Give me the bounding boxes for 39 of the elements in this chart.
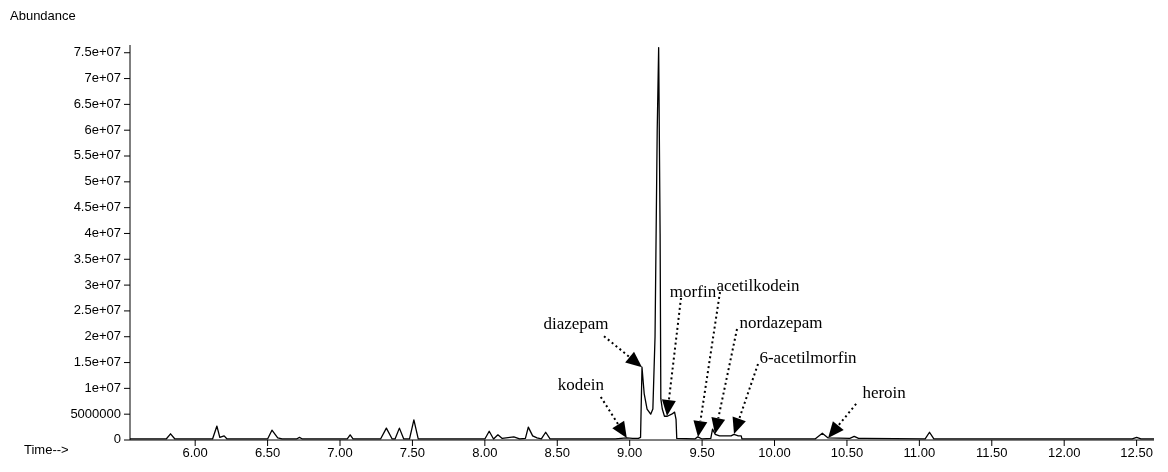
x-tick-label: 10.00	[758, 445, 791, 461]
y-tick-label: 4e+07	[84, 224, 121, 240]
y-tick-label: 5.5e+07	[73, 147, 121, 163]
y-tick-label: 3.5e+07	[73, 250, 121, 266]
annotation: 6-acetilmorfin	[759, 347, 858, 367]
annotation: diazepam	[543, 314, 609, 334]
y-tick-label: 3e+07	[84, 276, 121, 292]
y-tick-label: 4.5e+07	[73, 199, 121, 215]
x-tick-label: 6.50	[254, 445, 281, 461]
y-tick-label: 6e+07	[84, 121, 121, 137]
y-tick-label: 1e+07	[84, 379, 121, 395]
y-tick-label: 1.5e+07	[73, 353, 121, 369]
annotation: morfin	[669, 281, 717, 301]
y-tick-label: 0	[113, 431, 121, 447]
x-tick-label: 7.00	[327, 445, 353, 461]
x-tick-label: 6.00	[182, 445, 208, 461]
annotation: heroin	[862, 382, 907, 402]
y-tick-label: 5000000	[70, 405, 121, 421]
annotation: acetilkodein	[716, 275, 801, 295]
y-tick-label: 2e+07	[84, 328, 121, 344]
y-axis-title: Abundance	[10, 8, 76, 23]
x-tick-label: 7.50	[399, 445, 426, 461]
x-tick-label: 9.00	[617, 445, 643, 461]
x-tick-label: 9.50	[689, 445, 715, 461]
x-axis-title: Time-->	[24, 442, 69, 457]
y-tick-label: 6.5e+07	[73, 95, 121, 111]
y-tick-label: 7e+07	[84, 70, 121, 85]
x-tick-label: 12.00	[1047, 445, 1081, 461]
y-tick-label: 7.5e+07	[73, 44, 121, 60]
x-tick-label: 8.00	[472, 445, 498, 461]
x-tick-label: 8.50	[544, 445, 570, 461]
x-tick-label: 11.00	[903, 445, 936, 461]
annotation: nordazepam	[739, 312, 823, 332]
x-tick-label: 10.50	[830, 445, 864, 461]
x-tick-label: 11.50	[975, 445, 1008, 461]
x-tick-label: 12.50	[1120, 445, 1153, 461]
y-tick-label: 5e+07	[84, 173, 121, 189]
annotation: kodein	[557, 374, 605, 394]
y-tick-label: 2.5e+07	[73, 302, 121, 318]
